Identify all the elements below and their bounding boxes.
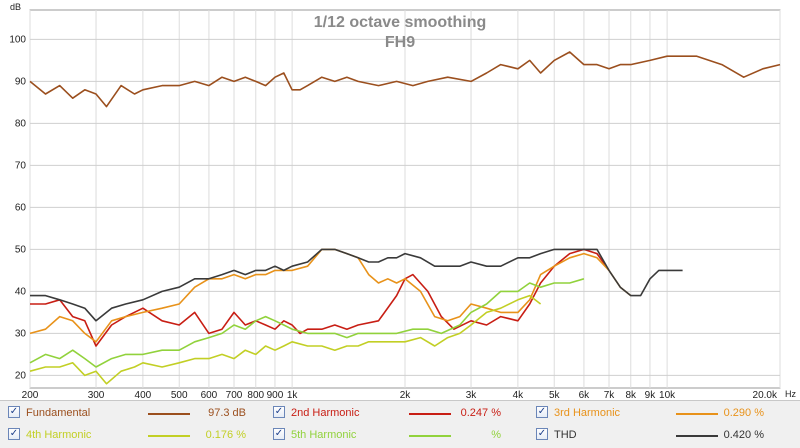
y-tick-label: 60 bbox=[15, 202, 27, 213]
legend-value: 0.176 % bbox=[205, 429, 246, 441]
legend-item-5th-harmonic[interactable]: ✓ 5th Harmonic % bbox=[273, 424, 523, 446]
series-line-2nd-harmonic bbox=[30, 248, 610, 347]
x-tick-label: 9k bbox=[645, 390, 657, 400]
chart-subtitle: FH9 bbox=[385, 34, 415, 51]
x-tick-label: 7k bbox=[604, 390, 616, 400]
legend-item-3rd-harmonic[interactable]: ✓ 3rd Harmonic 0.290 % bbox=[536, 402, 796, 424]
x-tick-label: 300 bbox=[88, 390, 105, 400]
legend-checkbox[interactable]: ✓ bbox=[8, 428, 20, 440]
legend-item-2nd-harmonic[interactable]: ✓ 2nd Harmonic 0.247 % bbox=[273, 402, 523, 424]
legend-swatch bbox=[676, 413, 718, 415]
x-tick-label: 200 bbox=[22, 390, 39, 400]
legend-swatch bbox=[409, 413, 451, 415]
chart: 20 30 40 50 60 70 80 90 100 200 300 400 500 600 700 80… bbox=[9, 2, 796, 400]
legend-checkbox[interactable]: ✓ bbox=[273, 428, 285, 440]
legend-checkbox[interactable]: ✓ bbox=[8, 406, 20, 418]
x-unit-label: Hz bbox=[785, 389, 796, 399]
x-tick-labels: 200 300 400 500 600 700 800 900 1k 2k 3k 4k 5k 6k 7k 8k… bbox=[22, 390, 778, 400]
series-line-fundamental bbox=[29, 51, 781, 108]
y-tick-label: 30 bbox=[15, 328, 27, 339]
chart-title: 1/12 octave smoothing bbox=[314, 14, 487, 31]
legend-checkbox[interactable]: ✓ bbox=[273, 406, 285, 418]
series-line-5th-harmonic bbox=[29, 278, 585, 368]
legend-checkbox[interactable]: ✓ bbox=[536, 428, 548, 440]
y-tick-label: 20 bbox=[15, 370, 27, 381]
x-tick-label: 5k bbox=[549, 390, 561, 400]
legend-label: 4th Harmonic bbox=[26, 429, 92, 441]
y-tick-label: 70 bbox=[15, 160, 27, 171]
x-tick-label: 1k bbox=[287, 390, 299, 400]
x-tick-label: 900 bbox=[267, 390, 284, 400]
legend-item-4th-harmonic[interactable]: ✓ 4th Harmonic 0.176 % bbox=[8, 424, 258, 446]
y-tick-label: 40 bbox=[15, 286, 27, 297]
legend-value: 97.3 dB bbox=[208, 407, 246, 419]
x-tick-label: 8k bbox=[625, 390, 637, 400]
legend-checkbox[interactable]: ✓ bbox=[536, 406, 548, 418]
legend-label: 5th Harmonic bbox=[291, 429, 357, 441]
series-line-thd bbox=[30, 248, 683, 322]
legend-swatch bbox=[409, 435, 451, 437]
y-unit-label: dB bbox=[10, 2, 21, 12]
x-tick-label: 3k bbox=[466, 390, 478, 400]
x-tick-label: 800 bbox=[247, 390, 264, 400]
series-line-4th-harmonic bbox=[29, 294, 542, 385]
legend-label: THD bbox=[554, 429, 577, 441]
legend-label: 2nd Harmonic bbox=[291, 407, 360, 419]
grid bbox=[29, 10, 781, 388]
y-tick-labels: 20 30 40 50 60 70 80 90 100 bbox=[9, 34, 26, 381]
legend-value: 0.290 % bbox=[723, 407, 764, 419]
x-tick-label: 6k bbox=[579, 390, 591, 400]
y-tick-label: 100 bbox=[9, 34, 26, 45]
legend-swatch bbox=[676, 435, 718, 437]
x-tick-label: 500 bbox=[171, 390, 188, 400]
x-tick-label: 600 bbox=[201, 390, 218, 400]
legend: ✓ Fundamental 97.3 dB ✓ 2nd Harmonic 0.2… bbox=[0, 400, 800, 448]
x-tick-label: 20.0k bbox=[753, 390, 778, 400]
x-tick-label: 700 bbox=[226, 390, 243, 400]
x-tick-label: 400 bbox=[135, 390, 152, 400]
y-tick-label: 80 bbox=[15, 118, 27, 129]
legend-value: 0.420 % bbox=[723, 429, 764, 441]
legend-swatch bbox=[148, 435, 190, 437]
series-lines bbox=[29, 51, 781, 385]
y-tick-label: 50 bbox=[15, 244, 27, 255]
legend-label: Fundamental bbox=[26, 407, 91, 419]
legend-swatch bbox=[148, 413, 190, 415]
x-tick-label: 4k bbox=[513, 390, 525, 400]
legend-value: % bbox=[491, 429, 501, 441]
x-tick-label: 10k bbox=[659, 390, 676, 400]
y-tick-label: 90 bbox=[15, 76, 27, 87]
legend-value: 0.247 % bbox=[460, 407, 501, 419]
x-tick-label: 2k bbox=[400, 390, 412, 400]
legend-item-thd[interactable]: ✓ THD 0.420 % bbox=[536, 424, 796, 446]
legend-item-fundamental[interactable]: ✓ Fundamental 97.3 dB bbox=[8, 402, 258, 424]
legend-label: 3rd Harmonic bbox=[554, 407, 621, 419]
